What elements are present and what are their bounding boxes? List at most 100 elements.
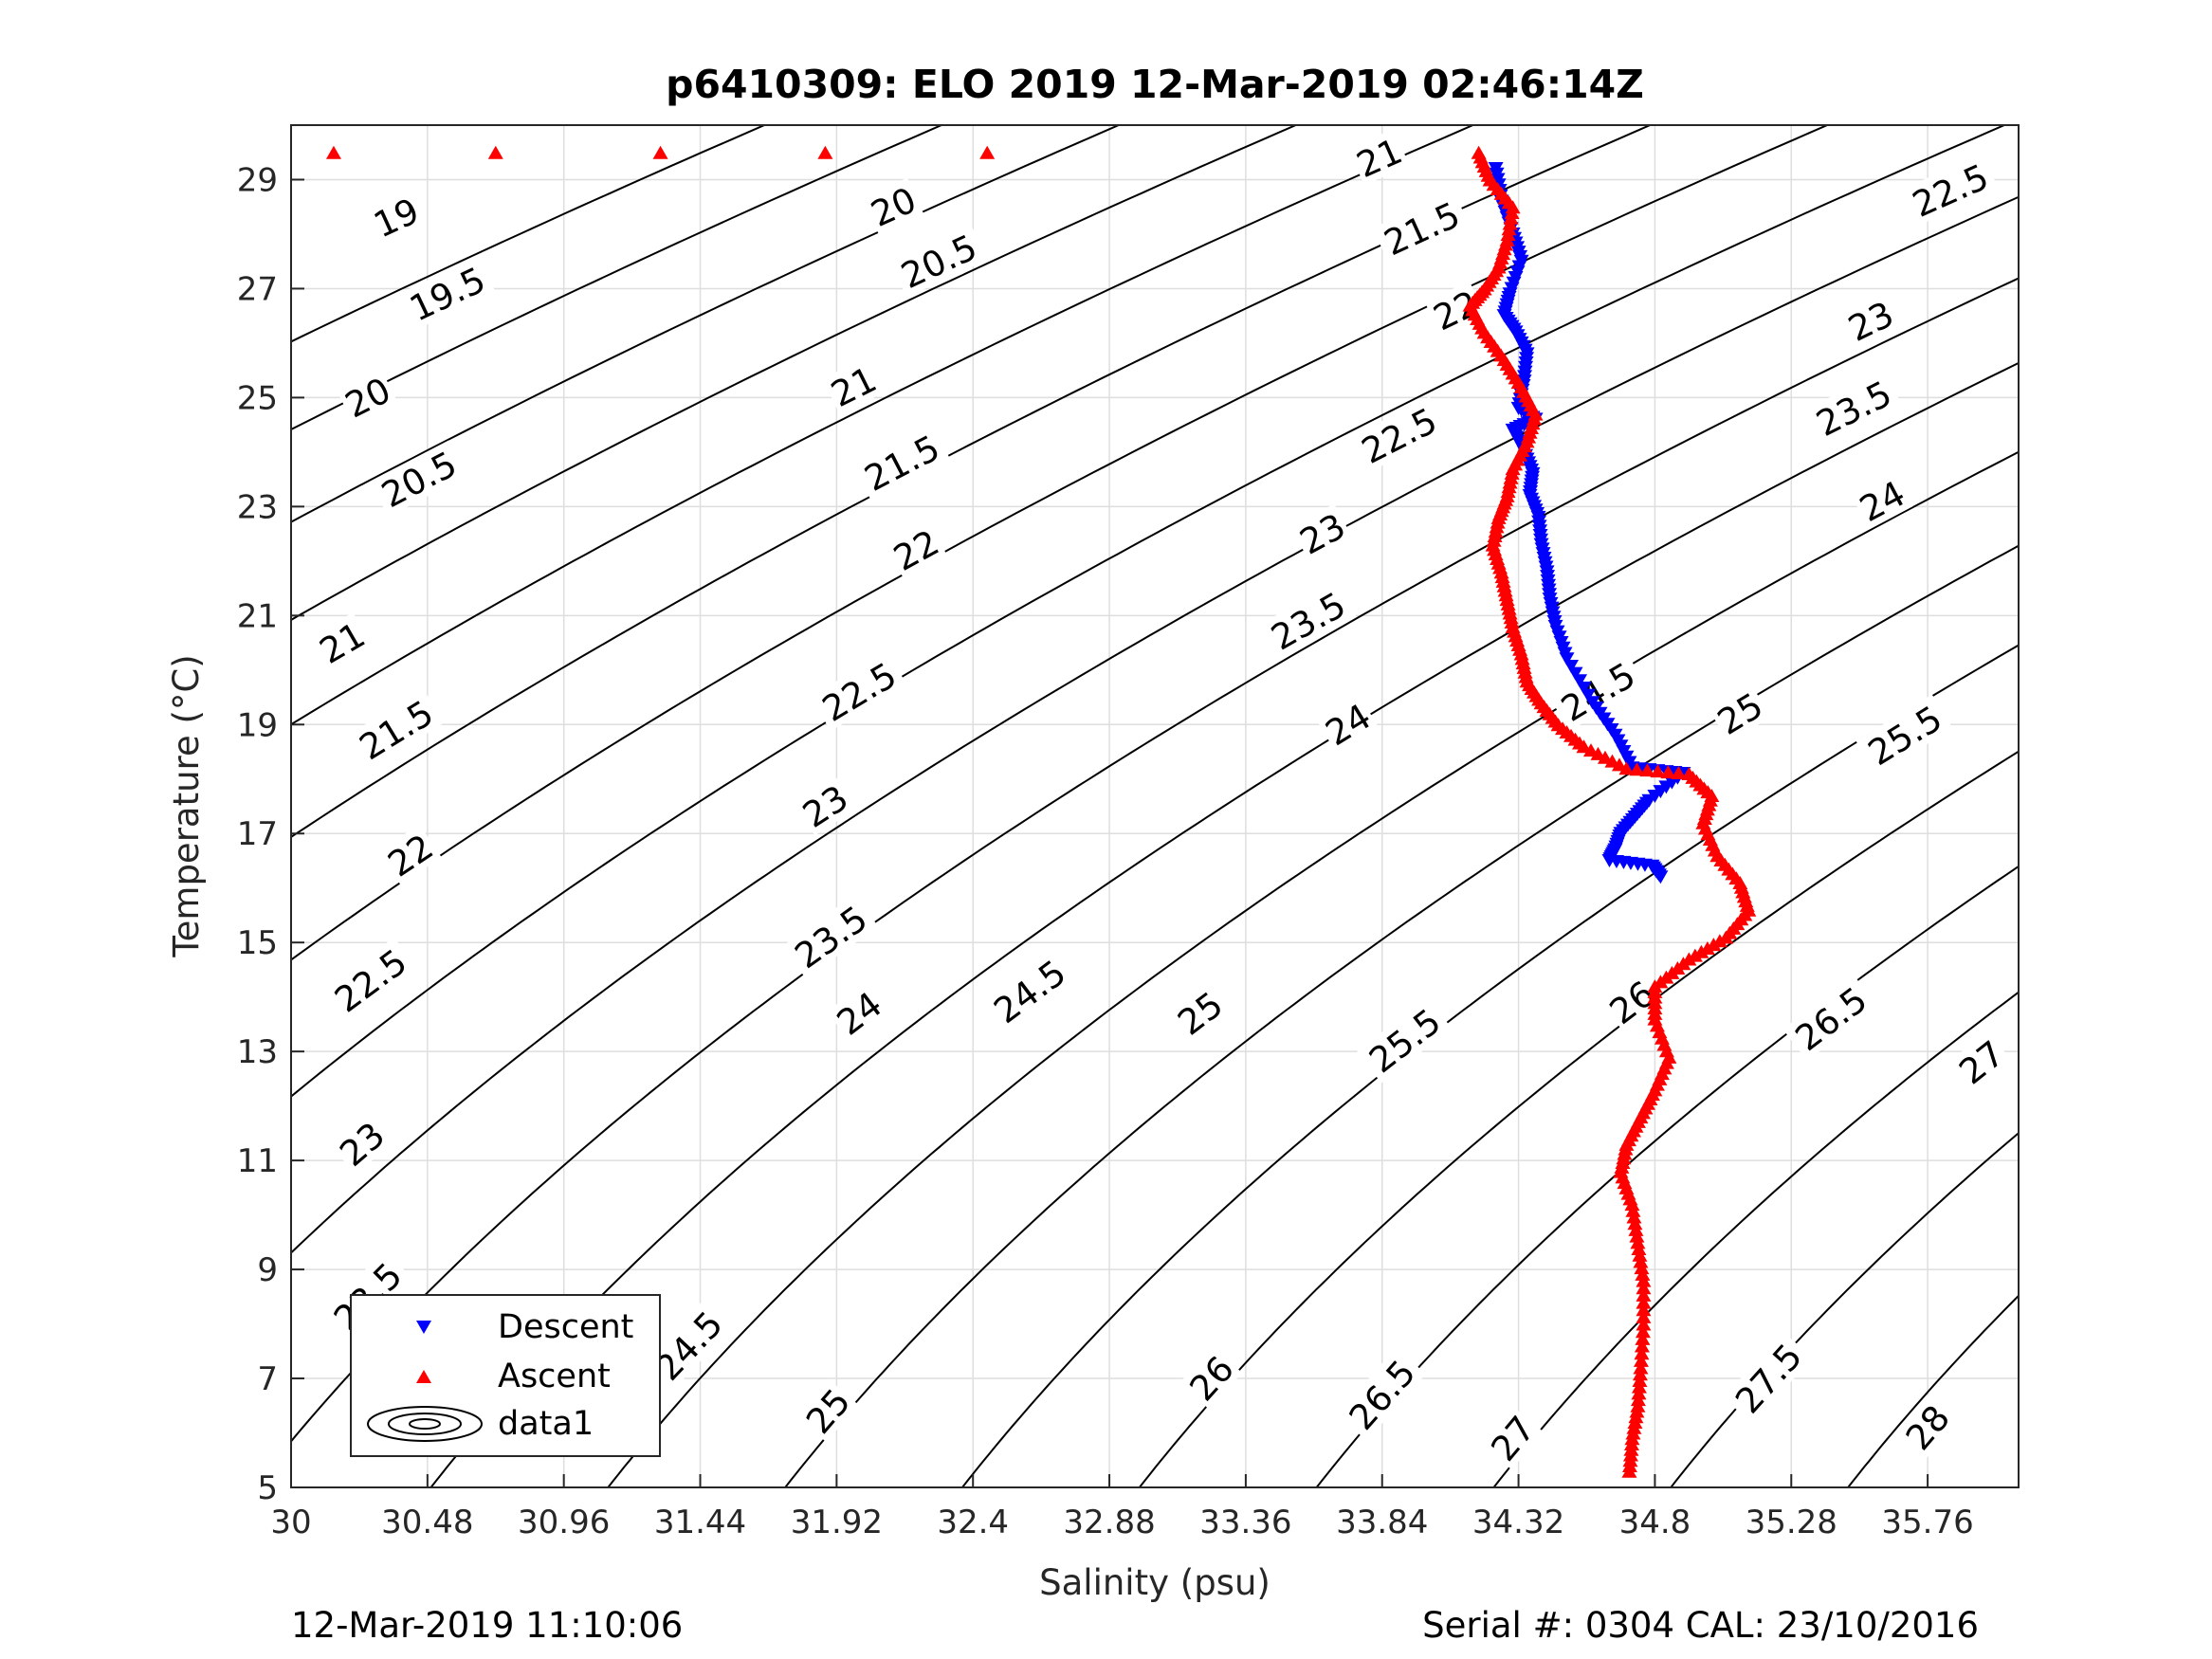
ascent-point	[1626, 1210, 1642, 1224]
contour-label-bg	[1372, 191, 1471, 264]
ascent-point	[1627, 1216, 1643, 1231]
ascent-point	[1621, 1464, 1637, 1478]
ascent-point	[1630, 1235, 1646, 1249]
ascent-point	[1636, 1303, 1652, 1317]
ascent-point	[1625, 1426, 1641, 1440]
y-tick-label: 15	[237, 924, 278, 962]
contour-label-bg	[1348, 128, 1410, 186]
ascent-point	[1501, 222, 1517, 236]
ascent-point	[1629, 1404, 1645, 1418]
isopycnal-line	[291, 125, 2005, 1098]
ascent-point	[1633, 1360, 1649, 1375]
isopycnal-line	[291, 125, 1120, 523]
x-tick-label: 31.44	[654, 1504, 746, 1541]
contour-label-bg	[370, 440, 467, 518]
ascent-point	[1625, 1203, 1641, 1217]
x-tick-label: 35.76	[1881, 1504, 1973, 1541]
isopycnal-contours	[291, 125, 2019, 1487]
isopycnal-line	[291, 277, 2019, 1443]
contour-label-bg	[1708, 683, 1771, 743]
legend-ascent-marker	[416, 1370, 431, 1383]
legend: Descent Ascent data1	[350, 1294, 661, 1457]
y-tick-label: 25	[237, 379, 278, 417]
ascent-point	[1636, 1295, 1652, 1309]
isopycnal-line	[1315, 865, 2019, 1487]
y-tick-label: 27	[237, 270, 278, 308]
x-axis-label: Salinity (psu)	[1039, 1562, 1271, 1603]
ascent-point	[1636, 1273, 1652, 1287]
contour-label-bg	[329, 1112, 393, 1176]
contour-label-bg	[1856, 694, 1953, 775]
x-tick-label: 32.88	[1063, 1504, 1155, 1541]
contour-label-bg	[1901, 153, 2000, 227]
ascent-point	[1635, 1324, 1651, 1339]
contour-label-bg	[852, 424, 951, 501]
contour-label-bg	[1804, 370, 1903, 446]
ascent-point	[1500, 227, 1516, 241]
contour-label-bg	[1259, 580, 1357, 660]
contour-label-bg	[810, 650, 907, 732]
descent-point	[1559, 652, 1575, 666]
contour-label-bg	[365, 188, 427, 246]
chart-title: p6410309: ELO 2019 12-Mar-2019 02:46:14Z	[666, 62, 1644, 107]
y-tick-label: 7	[257, 1360, 278, 1398]
y-tick-label: 17	[237, 815, 278, 853]
x-tick-label: 33.84	[1336, 1504, 1428, 1541]
legend-descent-label: Descent	[498, 1308, 633, 1346]
ascent-point	[1504, 205, 1520, 219]
contour-label-bg	[862, 177, 924, 235]
ascent-point	[1632, 1248, 1648, 1262]
x-tick-label: 30.96	[518, 1504, 610, 1541]
ascent-point	[1650, 764, 1666, 778]
contour-label-bg	[1548, 650, 1647, 732]
ascent-point	[1636, 1287, 1652, 1302]
contour-label-bg	[1850, 470, 1913, 530]
ascent-point	[1671, 766, 1687, 780]
ascent-point	[1628, 1222, 1644, 1236]
x-tick-label: 33.36	[1199, 1504, 1291, 1541]
legend-contour-icon	[367, 1406, 483, 1442]
contour-label-bg	[822, 356, 885, 415]
isopycnal-line	[784, 544, 2019, 1487]
contour-label-bg	[981, 948, 1077, 1034]
ascent-point	[1636, 1309, 1652, 1323]
isopycnal-line	[607, 450, 2019, 1487]
contour-label-bg	[1357, 996, 1453, 1084]
ascent-point	[1633, 1254, 1649, 1268]
contour-label-bg	[1895, 1395, 1959, 1459]
x-tick-label: 30	[270, 1504, 311, 1541]
ascent-point	[1634, 1339, 1650, 1353]
contour-label-bg	[1600, 971, 1664, 1033]
ascent-point	[1630, 1393, 1646, 1407]
ascent-point	[1632, 1373, 1648, 1387]
contour-label-bg	[795, 1378, 859, 1443]
isopycnal-line	[291, 125, 1297, 622]
x-tick-label: 32.4	[937, 1504, 1009, 1541]
contour-label-bg	[1948, 1030, 2013, 1093]
ascent-point	[1505, 200, 1521, 214]
y-tick-label: 21	[237, 597, 278, 635]
isopycnal-line	[291, 125, 942, 431]
ascent-point	[325, 145, 341, 159]
legend-descent-marker	[416, 1321, 431, 1334]
x-tick-label: 35.28	[1746, 1504, 1837, 1541]
contour-label-bg	[397, 256, 496, 331]
y-tick-label: 9	[257, 1251, 278, 1289]
isopycnal-line	[291, 125, 1651, 839]
x-tick-label: 34.32	[1472, 1504, 1564, 1541]
plot-frame	[290, 124, 2020, 1488]
grid-lines	[290, 125, 2019, 1488]
isopycnal-line	[1670, 1131, 2019, 1487]
y-tick-label: 13	[237, 1033, 278, 1071]
descent-point	[1572, 674, 1588, 688]
y-tick-label: 29	[237, 161, 278, 199]
contour-label-bg	[347, 688, 445, 770]
contour-label-bg	[1481, 1406, 1544, 1470]
contour-label-bg	[1782, 975, 1878, 1062]
ascent-point	[1627, 1415, 1643, 1430]
ascent-point	[979, 145, 996, 159]
y-tick-label: 19	[237, 706, 278, 744]
ascent-point	[1636, 1281, 1652, 1295]
ascent-point	[1634, 1346, 1650, 1360]
